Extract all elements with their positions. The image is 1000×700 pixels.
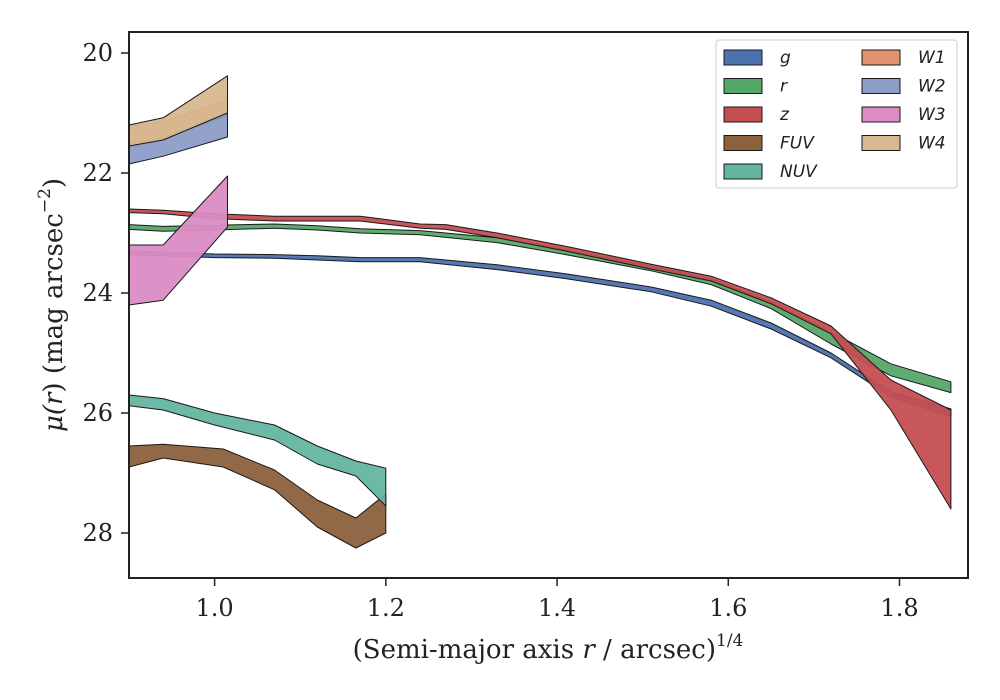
band-nuv: [128, 394, 387, 507]
y-tick-label: 28: [82, 519, 113, 547]
legend-label-w2: W2: [918, 77, 946, 97]
legend-label-nuv: NUV: [780, 162, 818, 182]
legend-swatch-nuv: [723, 163, 763, 180]
legend-label-w1: W1: [918, 48, 946, 68]
series-bands: [128, 75, 952, 549]
legend-swatch-fuv: [723, 135, 763, 151]
band-z: [128, 208, 952, 510]
legend-swatch-w1: [861, 49, 901, 66]
y-tick-label: 26: [82, 399, 113, 427]
legend-label-fuv: FUV: [780, 134, 815, 154]
x-axis-ticks: 1.0 1.2 1.4 1.6 1.8: [196, 578, 919, 622]
x-tick-label: 1.0: [196, 594, 234, 622]
legend-swatch-r: [723, 78, 763, 94]
legend-swatch-w2: [861, 78, 901, 94]
y-axis-ticks: 20 22 24 26 28: [82, 39, 129, 547]
legend-swatch-w3: [861, 106, 901, 123]
x-tick-label: 1.8: [880, 594, 918, 622]
legend-label-g: g: [780, 48, 791, 68]
y-tick-label: 24: [82, 279, 113, 307]
x-axis-label: (Semi-major axis r / arcsec)1/4: [353, 631, 744, 665]
legend-label-w3: W3: [918, 105, 946, 125]
y-tick-label: 20: [82, 39, 113, 67]
legend-swatch-z: [723, 106, 763, 123]
y-tick-label: 22: [82, 159, 113, 187]
legend-label-z: z: [779, 105, 790, 125]
band-fuv: [128, 443, 387, 549]
x-tick-label: 1.6: [709, 594, 747, 622]
band-r: [128, 223, 952, 394]
legend-swatch-g: [723, 49, 763, 66]
legend-swatch-w4: [861, 135, 901, 151]
x-tick-label: 1.4: [538, 594, 576, 622]
legend-label-r: r: [780, 77, 788, 97]
x-tick-label: 1.2: [367, 594, 405, 622]
plot-frame: [128, 31, 969, 579]
y-axis-label: μ(r) (mag arcsec−2): [35, 178, 69, 432]
legend-label-w4: W4: [918, 134, 946, 154]
legend: grz FUV NUV W1 W2 W3 W4: [715, 39, 958, 189]
